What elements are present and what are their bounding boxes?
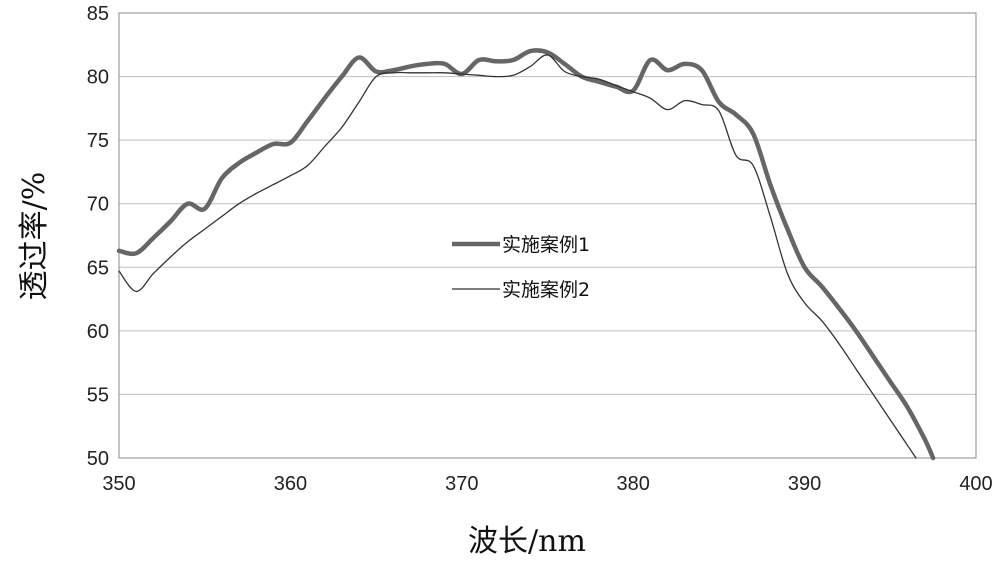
x-tick-label: 380	[617, 473, 650, 495]
series-line-2	[119, 55, 916, 458]
y-tick-label: 85	[87, 3, 109, 25]
y-tick-label: 65	[87, 257, 109, 279]
y-tick-label: 80	[87, 67, 109, 89]
legend-label-series-1: 实施案例1	[502, 234, 590, 256]
legend-label-series-2: 实施案例2	[502, 279, 590, 301]
y-tick-label: 70	[87, 194, 109, 216]
x-tick-label: 360	[274, 473, 307, 495]
x-tick-label: 400	[959, 473, 992, 495]
x-axis-title: 波长/nm	[468, 524, 586, 559]
y-tick-label: 50	[87, 448, 109, 470]
x-tick-label: 370	[445, 473, 478, 495]
y-tick-label: 55	[87, 384, 109, 406]
x-tick-label: 350	[102, 473, 135, 495]
x-tick-label: 390	[788, 473, 821, 495]
y-axis-title: 透过率/%	[17, 172, 52, 301]
y-tick-label: 75	[87, 130, 109, 152]
y-tick-label: 60	[87, 321, 109, 343]
